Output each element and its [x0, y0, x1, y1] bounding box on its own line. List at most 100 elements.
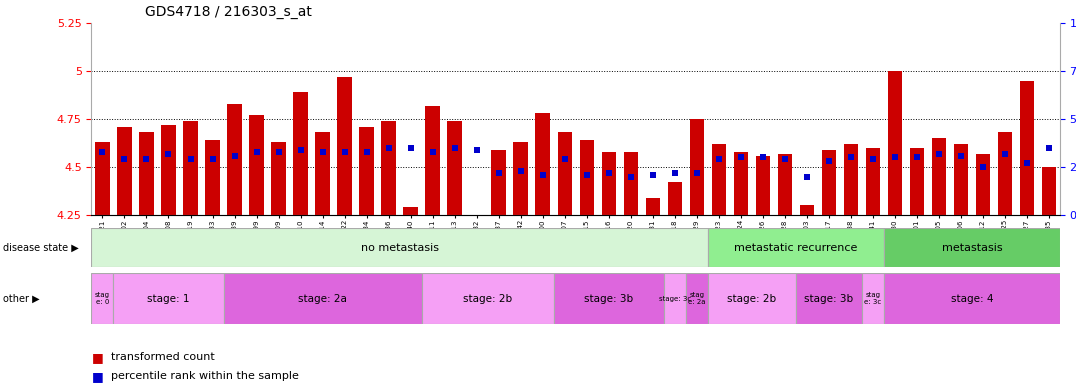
Bar [381, 121, 396, 215]
Bar [1020, 81, 1034, 215]
Text: disease state ▶: disease state ▶ [3, 243, 79, 253]
Bar [117, 127, 131, 215]
Point [270, 149, 287, 155]
Bar [404, 207, 417, 215]
Point [908, 154, 925, 161]
Bar [932, 138, 946, 215]
Point [424, 149, 441, 155]
Bar [513, 142, 528, 215]
Bar [425, 106, 440, 215]
Bar [778, 154, 792, 215]
Bar [271, 142, 286, 215]
Text: other ▶: other ▶ [3, 293, 40, 304]
Bar [711, 144, 726, 215]
Point [930, 151, 947, 157]
Bar [667, 182, 682, 215]
Point [1040, 145, 1058, 151]
Point [754, 154, 771, 161]
Bar [183, 121, 198, 215]
Bar [206, 140, 220, 215]
Bar [448, 121, 462, 215]
Bar [883, 228, 1060, 267]
Point [203, 156, 221, 162]
Bar [227, 104, 242, 215]
Point [468, 147, 485, 153]
Point [138, 156, 155, 162]
Point [445, 145, 463, 151]
Text: stag
e: 3c: stag e: 3c [864, 292, 881, 305]
Point [1018, 160, 1035, 166]
Point [843, 154, 860, 161]
Bar [224, 273, 422, 324]
Point [974, 164, 991, 170]
Bar [113, 273, 224, 324]
Bar [294, 92, 308, 215]
Bar [708, 273, 796, 324]
Text: stage: 2b: stage: 2b [463, 293, 512, 304]
Bar [862, 273, 883, 324]
Bar [422, 273, 554, 324]
Point [490, 170, 507, 176]
Text: metastatic recurrence: metastatic recurrence [734, 243, 858, 253]
Point [182, 156, 199, 162]
Bar [690, 119, 704, 215]
Bar [708, 228, 883, 267]
Text: stage: 4: stage: 4 [950, 293, 993, 304]
Text: ■: ■ [91, 370, 103, 383]
Point [688, 170, 705, 176]
Bar [161, 125, 175, 215]
Bar [250, 115, 264, 215]
Point [116, 156, 133, 162]
Text: metastasis: metastasis [942, 243, 1002, 253]
Bar [1042, 167, 1056, 215]
Text: transformed count: transformed count [111, 352, 214, 362]
Bar [601, 152, 615, 215]
Bar [623, 152, 638, 215]
Text: stage: 1: stage: 1 [147, 293, 189, 304]
Text: stag
e: 0: stag e: 0 [95, 292, 110, 305]
Bar [646, 198, 660, 215]
Text: ■: ■ [91, 351, 103, 364]
Point [710, 156, 727, 162]
Bar [822, 150, 836, 215]
Bar [685, 273, 708, 324]
Bar [976, 154, 990, 215]
Text: percentile rank within the sample: percentile rank within the sample [111, 371, 299, 381]
Point [336, 149, 353, 155]
Text: GDS4718 / 216303_s_at: GDS4718 / 216303_s_at [145, 5, 312, 19]
Point [600, 170, 618, 176]
Point [247, 149, 265, 155]
Bar [91, 273, 113, 324]
Bar [492, 150, 506, 215]
Bar [91, 228, 708, 267]
Point [512, 168, 529, 174]
Bar [755, 156, 770, 215]
Bar [580, 140, 594, 215]
Bar [359, 127, 373, 215]
Bar [664, 273, 685, 324]
Point [776, 156, 793, 162]
Point [952, 152, 969, 159]
Point [820, 158, 837, 164]
Point [402, 145, 420, 151]
Bar [796, 273, 862, 324]
Bar [997, 132, 1013, 215]
Point [864, 156, 881, 162]
Point [798, 174, 816, 180]
Text: no metastasis: no metastasis [360, 243, 439, 253]
Text: stage: 3c: stage: 3c [659, 296, 691, 301]
Bar [315, 132, 329, 215]
Bar [536, 113, 550, 215]
Bar [953, 144, 968, 215]
Point [556, 156, 574, 162]
Text: stage: 3b: stage: 3b [584, 293, 634, 304]
Text: stage: 2a: stage: 2a [298, 293, 346, 304]
Bar [469, 215, 484, 223]
Bar [888, 71, 902, 215]
Point [226, 152, 243, 159]
Bar [338, 77, 352, 215]
Point [622, 174, 639, 180]
Point [534, 172, 551, 178]
Bar [139, 132, 154, 215]
Point [996, 151, 1014, 157]
